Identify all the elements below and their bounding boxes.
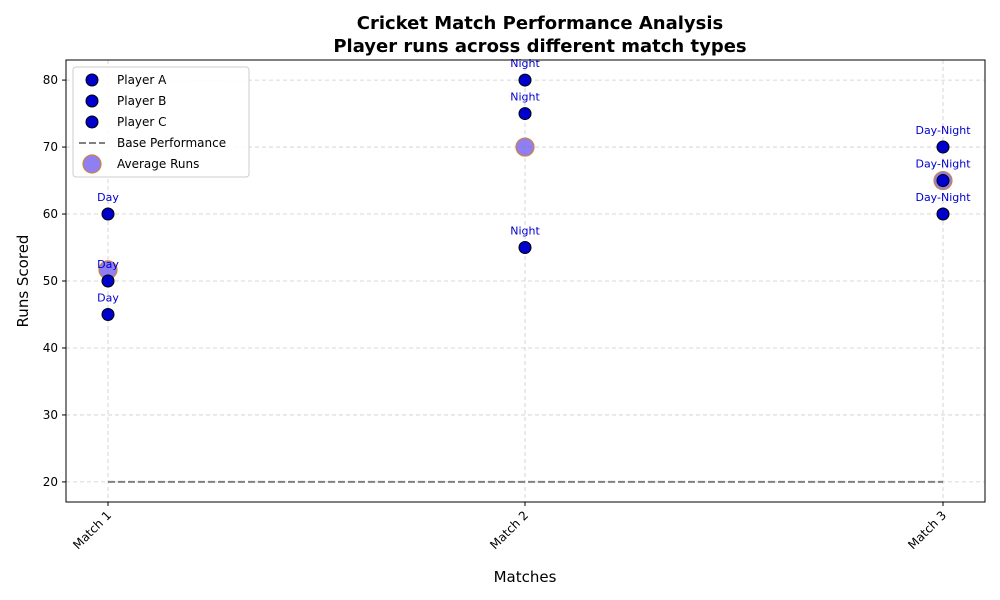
data-point [518,241,532,255]
data-point [101,307,115,321]
x-tick-label: Match 3 [905,508,949,552]
data-point [518,107,532,121]
chart-title: Cricket Match Performance Analysis [357,13,724,34]
legend-label: Base Performance [117,136,226,150]
data-label: Night [510,225,540,238]
x-axis: Match 1 Match 2 Match 3 [70,502,949,552]
point-labels-layer: Day Night Day-Night Day Night Day-Night Day Nig… [97,57,971,304]
points-layer [101,73,950,321]
y-tick-label: 60 [43,207,58,221]
data-label: Day [97,191,119,204]
data-point [518,73,532,87]
data-label: Day-Night [915,124,971,137]
y-tick-label: 70 [43,140,58,154]
y-axis: 20 30 40 50 60 70 80 [43,73,66,489]
y-tick-label: 50 [43,274,58,288]
data-label: Day-Night [915,191,971,204]
data-point [101,207,115,221]
y-tick-label: 80 [43,73,58,87]
legend-marker [85,73,99,87]
legend-label: Player C [117,115,167,129]
legend: Player A Player B Player C Base Performance… [72,66,250,178]
data-point [936,174,950,188]
x-tick-label: Match 2 [487,508,531,552]
legend-label: Player B [117,94,166,108]
y-axis-label: Runs Scored [14,235,32,328]
x-tick-label: Match 1 [70,508,114,552]
y-tick-label: 30 [43,408,58,422]
average-runs-point [515,137,535,157]
x-axis-label: Matches [494,568,557,586]
legend-label: Average Runs [117,157,199,171]
legend-box [72,66,250,178]
data-label: Day-Night [915,158,971,171]
chart-subtitle: Player runs across different match types [333,36,746,57]
legend-label: Player A [117,73,167,87]
y-tick-label: 40 [43,341,58,355]
data-label: Day [97,258,119,271]
legend-marker [82,154,102,174]
y-tick-label: 20 [43,475,58,489]
legend-marker [85,115,99,129]
data-label: Day [97,291,119,304]
legend-marker [85,94,99,108]
data-point [936,140,950,154]
data-label: Night [510,57,540,70]
data-point [101,274,115,288]
data-point [936,207,950,221]
data-label: Night [510,91,540,104]
